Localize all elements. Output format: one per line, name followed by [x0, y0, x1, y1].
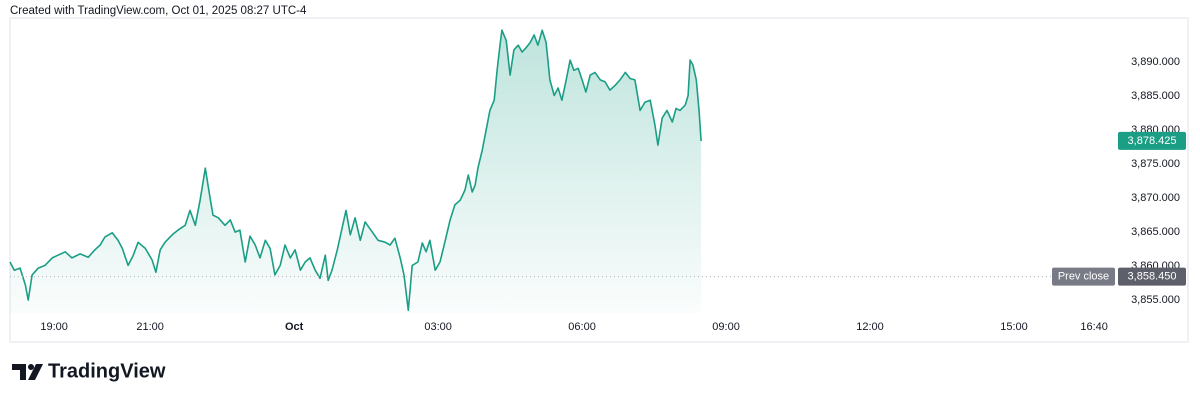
brand-logo [12, 364, 43, 380]
last-price-badge [1118, 131, 1186, 150]
price-line [9, 29, 702, 312]
x-tick-label: 03:00 [424, 321, 452, 333]
last-price-label: 3,878.425 [1128, 135, 1177, 147]
x-tick-label: 09:00 [712, 321, 740, 333]
prev-close-name: Prev close [1058, 271, 1109, 283]
y-tick-label: 3,855.000 [1131, 294, 1180, 306]
plot-area: 3,855.0003,860.0003,865.0003,870.0003,87… [9, 29, 1186, 333]
prev-close-name-badge [1052, 267, 1115, 286]
header-text: Created with TradingView.com, Oct 01, 20… [10, 5, 307, 17]
chart-frame [9, 17, 1189, 343]
prev-close-label: 3,858.450 [1128, 271, 1177, 283]
brand-name: TradingView [48, 360, 166, 382]
x-tick-label: Oct [285, 321, 304, 333]
y-tick-label: 3,890.000 [1131, 56, 1180, 68]
x-tick-label: 19:00 [40, 321, 68, 333]
area-fill [10, 30, 702, 313]
y-tick-label: 3,870.000 [1131, 192, 1180, 204]
x-tick-label: 12:00 [856, 321, 884, 333]
x-tick-label: 15:00 [1000, 321, 1028, 333]
x-tick-label: 16:40 [1080, 321, 1108, 333]
prev-close-badge [1118, 267, 1186, 286]
y-tick-label: 3,865.000 [1131, 226, 1180, 238]
logo-icon [28, 364, 43, 380]
logo-icon [12, 364, 26, 380]
y-tick-label: 3,885.000 [1131, 90, 1180, 102]
x-tick-label: 21:00 [136, 321, 164, 333]
x-tick-label: 06:00 [568, 321, 596, 333]
y-tick-label: 3,875.000 [1131, 158, 1180, 170]
logo-icon [28, 364, 34, 370]
